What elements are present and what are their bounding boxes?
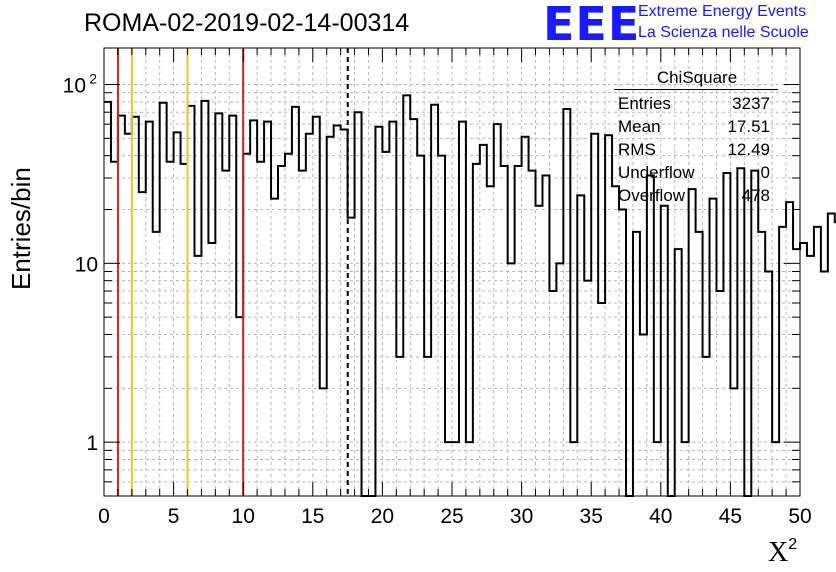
stats-value: 3237 xyxy=(732,94,770,113)
logo-mark: EEE xyxy=(543,0,641,51)
stats-row-entries: Entries 3237 xyxy=(612,92,778,115)
stats-value: 12.49 xyxy=(727,140,770,159)
logo-line-1: Extreme Energy Events xyxy=(638,3,807,20)
y-tick-label-exponent: 2 xyxy=(89,71,97,87)
y-tick-label: 10 xyxy=(63,75,86,98)
stats-row-rms: RMS 12.49 xyxy=(612,138,778,161)
x-tick-label: 0 xyxy=(98,505,110,528)
x-tick-label: 50 xyxy=(788,505,811,528)
stats-value: 478 xyxy=(741,186,770,205)
stats-label: Underflow xyxy=(618,163,695,182)
stats-row-mean: Mean 17.51 xyxy=(612,115,778,138)
x-axis-label: X2 xyxy=(768,536,797,569)
eee-logo: EEE Extreme Energy Events La Scienza nel… xyxy=(543,0,833,51)
x-tick-label: 15 xyxy=(301,505,324,528)
stats-box: ChiSquare Entries 3237 Mean 17.51 RMS 12.49… xyxy=(612,68,778,207)
stats-row-underflow: Underflow 0 xyxy=(612,161,778,184)
x-tick-label: 35 xyxy=(580,505,603,528)
x-tick-label: 20 xyxy=(371,505,394,528)
stats-title: ChiSquare xyxy=(656,68,738,87)
y-tick-label: 10 xyxy=(75,253,98,276)
x-axis-label-base: X xyxy=(768,537,789,568)
x-tick-label: 5 xyxy=(168,505,180,528)
stats-title-underline xyxy=(614,89,778,90)
stats-label: Overflow xyxy=(618,186,686,205)
x-tick-label: 25 xyxy=(440,505,463,528)
y-axis-label: Entries/bin xyxy=(6,167,36,290)
histogram-outline xyxy=(104,94,836,497)
stats-label: RMS xyxy=(618,140,656,159)
x-tick-label: 45 xyxy=(719,505,742,528)
x-axis-label-exponent: 2 xyxy=(788,536,798,553)
stats-value: 0 xyxy=(760,163,770,182)
stats-value: 17.51 xyxy=(727,117,770,136)
stats-row-overflow: Overflow 478 xyxy=(612,184,778,207)
x-tick-label: 10 xyxy=(232,505,255,528)
y-tick-label: 1 xyxy=(86,432,98,455)
stats-label: Entries xyxy=(618,94,671,113)
x-tick-label: 30 xyxy=(510,505,533,528)
x-tick-label: 40 xyxy=(649,505,672,528)
logo-line-2: La Scienza nelle Scuole xyxy=(638,24,809,41)
chart-title: ROMA-02-2019-02-14-00314 xyxy=(84,9,410,37)
stats-label: Mean xyxy=(618,117,661,136)
